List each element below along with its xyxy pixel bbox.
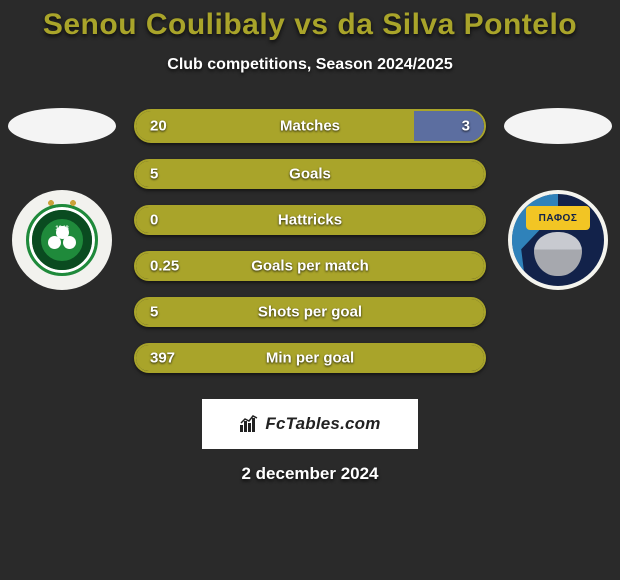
left-player-placeholder	[8, 108, 116, 144]
stat-left-value: 397	[150, 350, 175, 367]
stat-row: 0 Hattricks	[134, 205, 486, 235]
stat-left-value: 0.25	[150, 258, 179, 275]
right-side: ΠΑΦΟΣ	[498, 108, 618, 290]
stat-left-value: 5	[150, 166, 158, 183]
main-row: 1948 20 Matches 3 5 Goals 0 Hattricks 0.25 Goals…	[0, 108, 620, 389]
stat-left-value: 0	[150, 212, 158, 229]
badge-inner: 1948	[26, 204, 98, 276]
subtitle: Club competitions, Season 2024/2025	[0, 56, 620, 74]
badge-right-figure	[534, 232, 582, 276]
watermark-text: FcTables.com	[265, 414, 380, 434]
stat-row: 5 Shots per goal	[134, 297, 486, 327]
stat-row: 5 Goals	[134, 159, 486, 189]
root: Senou Coulibaly vs da Silva Pontelo Club…	[0, 0, 620, 484]
stat-left-value: 20	[150, 118, 167, 135]
left-team-badge: 1948	[12, 190, 112, 290]
right-team-badge: ΠΑΦΟΣ	[508, 190, 608, 290]
stat-left-value: 5	[150, 304, 158, 321]
stat-label: Min per goal	[266, 350, 354, 367]
date-label: 2 december 2024	[0, 464, 620, 484]
stat-label: Goals	[289, 166, 331, 183]
watermark: FcTables.com	[202, 399, 418, 449]
left-side: 1948	[2, 108, 122, 290]
page-title: Senou Coulibaly vs da Silva Pontelo	[0, 8, 620, 42]
badge-right-banner: ΠΑΦΟΣ	[526, 206, 590, 230]
stat-label: Shots per goal	[258, 304, 362, 321]
bars-container: 20 Matches 3 5 Goals 0 Hattricks 0.25 Goals per …	[122, 108, 498, 389]
stat-row: 20 Matches 3	[134, 109, 486, 143]
stat-row: 397 Min per goal	[134, 343, 486, 373]
chart-icon	[239, 415, 259, 433]
stat-row: 0.25 Goals per match	[134, 251, 486, 281]
badge-year: 1948	[55, 226, 68, 232]
bar-fill-left	[136, 111, 414, 141]
stat-right-value: 3	[462, 118, 470, 135]
stat-label: Matches	[280, 118, 340, 135]
bar-fill-right	[414, 111, 484, 141]
stat-label: Goals per match	[251, 258, 369, 275]
right-player-placeholder	[504, 108, 612, 144]
stat-label: Hattricks	[278, 212, 342, 229]
